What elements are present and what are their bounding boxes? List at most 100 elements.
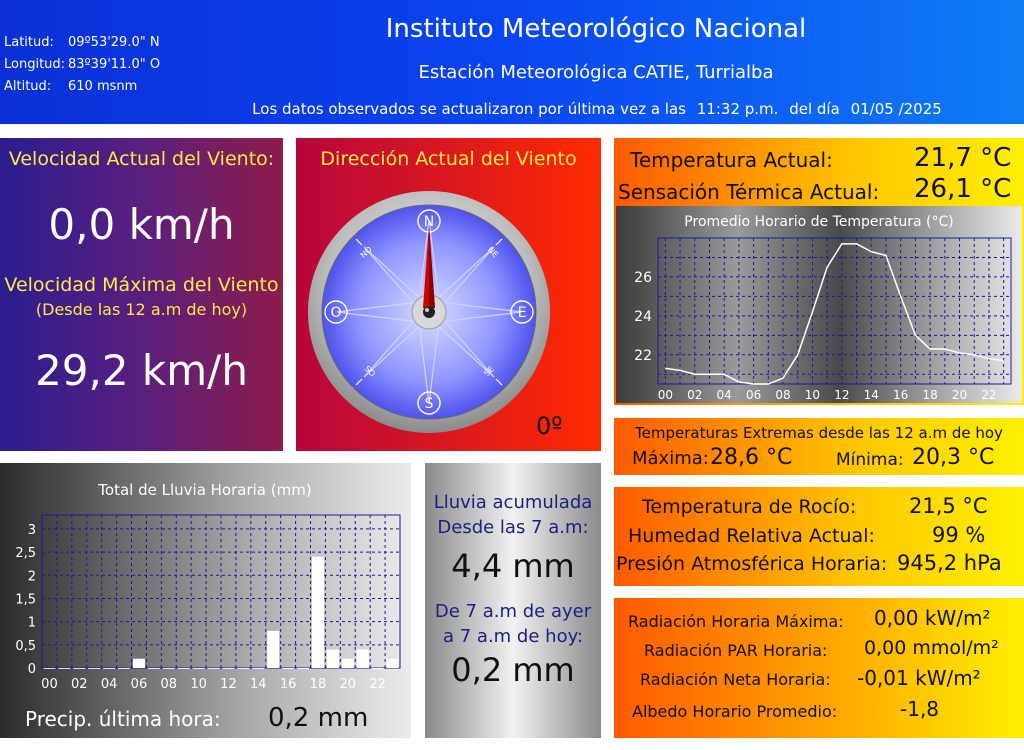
max-temp-label: Máxima: [632, 448, 709, 469]
wind-direction-value: 0º [536, 412, 563, 440]
acc-today-value: 4,4 mm [451, 547, 575, 585]
temp-x-tick-label: 20 [952, 388, 967, 402]
max-wind-label: Velocidad Máxima del Viento [4, 274, 279, 296]
accumulated-rain-panel: Lluvia acumulada Desde las 7 a.m: 4,4 mm… [425, 463, 601, 738]
temperature-panel: Temperatura Actual: 21,7 °C Sensación Té… [614, 138, 1024, 405]
south-marker [417, 391, 441, 415]
compass-o: O [330, 305, 341, 321]
rain-y-tick-label: 2,5 [15, 546, 36, 561]
latitude-value: 09º53'29.0" N [68, 35, 160, 50]
longitude-value: 83º39'11.0" O [68, 57, 161, 72]
rain-bar [356, 649, 369, 668]
update-prefix: Los datos observados se actualizaron por… [252, 100, 686, 118]
update-mid: del día [789, 100, 840, 118]
institute-title: Instituto Meteorológico Nacional [385, 14, 807, 44]
latitude-label: Latitud: [4, 35, 54, 50]
temp-x-tick-label: 18 [922, 388, 937, 402]
temp-series-line [665, 243, 1004, 385]
rain-bar [371, 668, 384, 669]
compass: N S O E NO NE SO SE [308, 191, 550, 433]
rain-x-tick-label: 16 [280, 677, 297, 692]
station-name: Estación Meteorológica CATIE, Turrialba [418, 62, 774, 83]
min-temp-value: 20,3 °C [912, 445, 995, 470]
current-wind-value: 0,0 km/h [48, 200, 235, 249]
rain-bar [118, 668, 131, 669]
min-temp-label: Mínima: [836, 450, 904, 470]
rain-y-tick-label: 0,5 [15, 639, 36, 654]
temp-chart: Promedio Horario de Temperatura (°C) 00 0… [634, 214, 1012, 402]
temp-chart-title: Promedio Horario de Temperatura (°C) [684, 214, 953, 230]
rain-bar [267, 630, 280, 668]
rain-x-tick-label: 02 [71, 677, 88, 692]
temp-y-tick-label: 26 [634, 270, 652, 286]
current-wind-label: Velocidad Actual del Viento: [8, 148, 275, 170]
rain-bar [386, 658, 399, 668]
rain-bar [43, 668, 56, 669]
radiation-net-value: -0,01 kW/m² [857, 666, 981, 690]
acc-today-label-2: Desde las 7 a.m: [437, 517, 589, 538]
last-update-line: Los datos observados se actualizaron por… [180, 100, 1014, 118]
relative-humidity-label: Humedad Relativa Actual: [628, 525, 875, 547]
radiation-par-label: Radiación PAR Horaria: [644, 641, 828, 660]
temp-x-tick-label: 06 [746, 388, 761, 402]
radiation-max-value: 0,00 kW/m² [874, 606, 991, 630]
dew-point-value: 21,5 °C [909, 494, 988, 518]
rain-y-tick-label: 1,5 [15, 592, 36, 607]
temp-x-tick-label: 02 [687, 388, 702, 402]
longitude-row: Longitud: 83º39'11.0" O [4, 54, 160, 76]
humidity-panel: Temperatura de Rocío: 21,5 °C Humedad Re… [614, 487, 1024, 586]
rain-chart-title: Total de Lluvia Horaria (mm) [97, 481, 311, 499]
albedo-label: Albedo Horario Promedio: [632, 702, 838, 721]
longitude-label: Longitud: [4, 57, 66, 72]
wind-needle [423, 225, 435, 308]
west-marker [324, 300, 348, 324]
rain-bar [147, 668, 160, 669]
acc-yesterday-label-2: a 7 a.m de hoy: [443, 626, 583, 647]
max-temp-value: 28,6 °C [710, 445, 793, 470]
feels-like-value: 26,1 °C [914, 174, 1012, 204]
rain-chart-plot-border [41, 514, 401, 669]
acc-yesterday-label-1: De 7 a.m de ayer [434, 601, 592, 622]
acc-yesterday-value: 0,2 mm [451, 651, 575, 689]
rain-x-tick-label: 00 [41, 677, 58, 692]
rain-chart: Total de Lluvia Horaria (mm) 00 02 04 06 08 1… [15, 481, 401, 692]
compass-e: E [518, 305, 527, 321]
rain-y-tick-label: 0 [28, 662, 36, 677]
rain-bar [207, 668, 220, 669]
temp-x-tick-label: 14 [864, 388, 879, 402]
rain-bar [297, 668, 310, 669]
temp-x-tick-label: 16 [893, 388, 908, 402]
rain-y-tick-label: 1 [28, 616, 36, 631]
radiation-max-label: Radiación Horaria Máxima: [628, 612, 844, 631]
east-marker [510, 300, 534, 324]
rain-y-tick-label: 2 [28, 569, 36, 584]
dew-point-label: Temperatura de Rocío: [642, 496, 857, 518]
radiation-par-value: 0,00 mmol/m² [864, 637, 999, 659]
header-banner: Latitud: 09º53'29.0" N Longitud: 83º39'11.… [0, 0, 1024, 124]
temp-x-tick-label: 00 [658, 388, 673, 402]
rain-bar [341, 658, 354, 668]
rain-x-tick-label: 10 [190, 677, 207, 692]
radiation-panel: Radiación Horaria Máxima: 0,00 kW/m² Rad… [614, 598, 1024, 738]
rain-bar [73, 668, 86, 669]
rain-bar [162, 668, 175, 669]
rain-bar [177, 668, 190, 669]
rain-bar [58, 668, 71, 669]
altitude-value: 610 msnm [68, 79, 138, 94]
current-temp-value: 21,7 °C [914, 143, 1012, 173]
extremes-panel: Temperaturas Extremas desde las 12 a.m d… [614, 418, 1024, 475]
needle-shadow [429, 225, 435, 308]
rain-bar [311, 556, 324, 668]
rain-bar [88, 668, 101, 669]
rain-x-tick-label: 22 [369, 677, 386, 692]
temp-chart-plot-border [657, 237, 1012, 385]
relative-humidity-value: 99 % [932, 523, 986, 547]
temp-x-tick-label: 22 [981, 388, 996, 402]
rain-x-tick-label: 08 [161, 677, 178, 692]
rain-bar [237, 668, 250, 669]
rain-x-tick-label: 14 [250, 677, 267, 692]
tick-so [355, 378, 363, 386]
tick-no [355, 238, 363, 246]
update-date: 01/05 /2025 [850, 100, 942, 118]
rain-bar [103, 668, 116, 669]
